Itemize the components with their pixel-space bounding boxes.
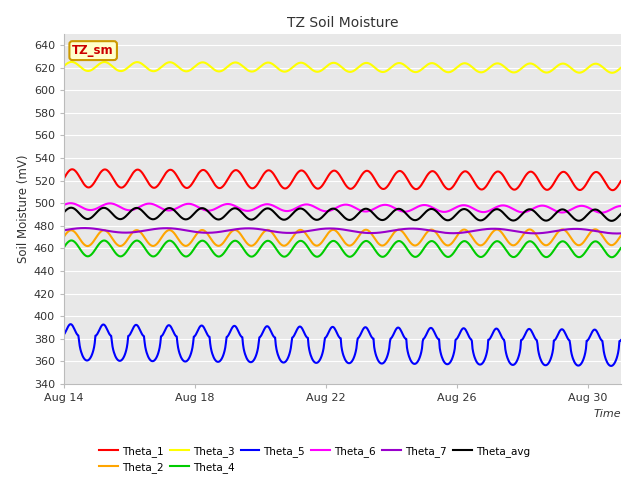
Title: TZ Soil Moisture: TZ Soil Moisture <box>287 16 398 30</box>
Theta_5 <box>60 332 68 337</box>
Line: Theta_2: Theta_2 <box>64 229 621 246</box>
Theta_2 <box>136 228 143 234</box>
Theta_4 <box>68 238 76 243</box>
Theta_avg <box>60 209 68 215</box>
Theta_6 <box>617 203 625 209</box>
Theta_7 <box>60 228 68 233</box>
Theta_6 <box>67 200 75 206</box>
Theta_avg <box>124 211 132 216</box>
Theta_1 <box>486 177 494 182</box>
Theta_4 <box>60 244 68 250</box>
Theta_7 <box>124 230 132 236</box>
Theta_6 <box>60 202 68 208</box>
Theta_5 <box>124 333 132 339</box>
Theta_2 <box>83 243 91 249</box>
Theta_3 <box>68 59 76 65</box>
Theta_5 <box>136 327 143 333</box>
Theta_1 <box>68 167 76 172</box>
Theta_2 <box>60 234 68 240</box>
Theta_7 <box>136 228 143 234</box>
Text: TZ_sm: TZ_sm <box>72 44 114 57</box>
Theta_2 <box>173 235 181 240</box>
Theta_3 <box>136 60 143 66</box>
Theta_3 <box>124 64 132 70</box>
Theta_7 <box>173 226 181 232</box>
Theta_1 <box>136 168 143 173</box>
Theta_3 <box>486 64 494 70</box>
Line: Theta_6: Theta_6 <box>64 203 621 213</box>
Theta_7 <box>81 225 88 231</box>
Theta_1 <box>173 174 181 180</box>
Theta_3 <box>396 60 404 66</box>
Theta_1 <box>60 175 68 181</box>
Theta_4 <box>617 245 625 251</box>
Theta_3 <box>60 63 68 69</box>
Theta_5 <box>349 357 357 362</box>
Theta_avg <box>67 205 75 211</box>
Theta_5 <box>173 340 181 346</box>
Theta_6 <box>124 207 132 213</box>
Theta_3 <box>608 70 616 76</box>
Theta_4 <box>124 246 132 252</box>
Line: Theta_1: Theta_1 <box>64 169 621 190</box>
Theta_avg <box>486 210 494 216</box>
Line: Theta_3: Theta_3 <box>64 62 621 73</box>
Theta_7 <box>349 228 357 234</box>
Theta_5 <box>486 335 494 341</box>
Line: Theta_avg: Theta_avg <box>64 208 621 221</box>
Theta_avg <box>617 211 625 217</box>
Theta_1 <box>349 185 357 191</box>
Theta_4 <box>486 244 494 250</box>
Theta_3 <box>173 63 181 69</box>
Theta_5 <box>67 321 75 327</box>
Theta_avg <box>173 211 181 216</box>
Theta_avg <box>136 206 143 212</box>
Theta_7 <box>617 230 625 236</box>
Theta_2 <box>124 236 132 241</box>
Theta_4 <box>396 239 404 244</box>
Theta_4 <box>608 254 616 260</box>
Theta_3 <box>617 65 625 71</box>
Theta_6 <box>173 205 181 211</box>
Theta_6 <box>136 204 143 210</box>
Theta_6 <box>598 210 605 216</box>
Theta_avg <box>608 218 616 224</box>
Legend: Theta_1, Theta_2, Theta_3, Theta_4, Theta_5, Theta_6, Theta_7, Theta_avg: Theta_1, Theta_2, Theta_3, Theta_4, Thet… <box>95 442 534 477</box>
Theta_5 <box>617 337 625 343</box>
Theta_2 <box>396 227 404 233</box>
Theta_4 <box>349 252 357 258</box>
Theta_1 <box>124 178 132 184</box>
Text: Time: Time <box>593 408 621 419</box>
Y-axis label: Soil Moisture (mV): Soil Moisture (mV) <box>17 155 29 263</box>
Theta_7 <box>613 230 621 236</box>
Theta_7 <box>396 227 404 232</box>
Theta_7 <box>486 226 494 232</box>
Theta_1 <box>396 168 404 174</box>
Line: Theta_5: Theta_5 <box>64 324 621 366</box>
Theta_2 <box>592 227 600 232</box>
Theta_2 <box>486 232 494 238</box>
Theta_5 <box>607 363 615 369</box>
Theta_4 <box>173 245 181 251</box>
Theta_2 <box>349 241 357 247</box>
Line: Theta_4: Theta_4 <box>64 240 621 257</box>
Theta_2 <box>617 233 625 239</box>
Theta_1 <box>617 178 625 184</box>
Theta_6 <box>349 204 357 209</box>
Theta_6 <box>396 208 404 214</box>
Theta_avg <box>349 216 357 222</box>
Theta_4 <box>136 239 143 245</box>
Theta_1 <box>609 187 616 193</box>
Line: Theta_7: Theta_7 <box>64 228 621 233</box>
Theta_avg <box>396 206 404 212</box>
Theta_3 <box>349 68 357 74</box>
Theta_6 <box>486 207 494 213</box>
Theta_5 <box>396 326 404 332</box>
